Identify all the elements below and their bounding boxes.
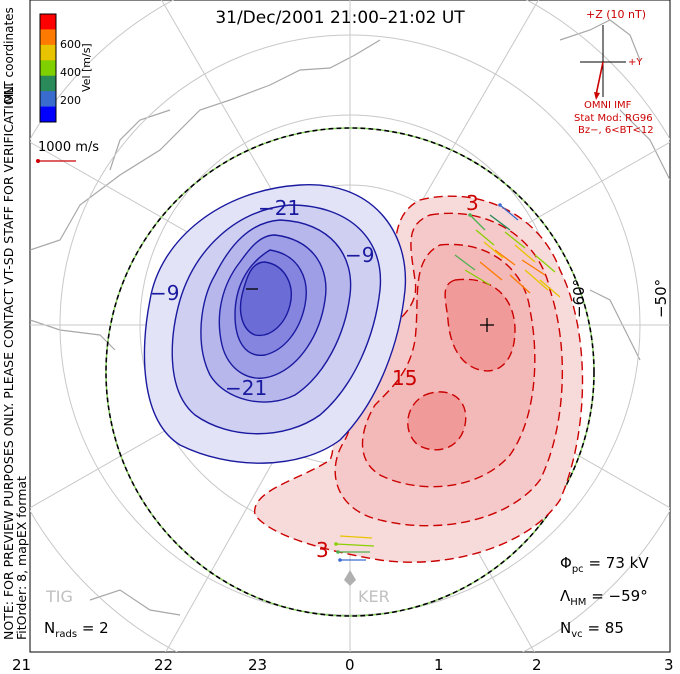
map-title: 31/Dec/2001 21:00–21:02 UT xyxy=(215,8,465,28)
colorbar-tick-400: 400 xyxy=(60,66,81,79)
lat-label-60: −60° xyxy=(570,278,588,318)
colorbar-frame xyxy=(39,13,57,123)
imf-scale-label: +Z (10 nT) xyxy=(586,8,647,21)
mlt-axis: 21 22 23 0 1 2 3 xyxy=(12,656,674,674)
positive-potential-cell xyxy=(254,195,584,563)
contour-label-pos-1: 15 xyxy=(392,366,417,390)
colorbar-swatch xyxy=(40,106,56,123)
velocity-vectors xyxy=(334,203,561,562)
hm-boundary xyxy=(105,127,595,617)
station-marker-ker xyxy=(344,570,356,586)
colorbar-tick-200: 200 xyxy=(60,94,81,107)
cross-polar-potential: Φpc = 73 kV xyxy=(560,554,649,575)
reference-vector-origin xyxy=(36,159,40,163)
colorbar-swatch xyxy=(40,75,56,92)
stat-model: Stat Mod: RG96 xyxy=(574,113,653,124)
imf-source: OMNI IMF xyxy=(584,100,632,111)
mlt-label-22: 22 xyxy=(154,656,173,674)
mlt-label-0: 0 xyxy=(345,656,355,674)
colorbar-swatch xyxy=(40,60,56,77)
n-vectors: Nvc = 85 xyxy=(560,619,624,640)
reference-vector-label: 1000 m/s xyxy=(38,140,100,155)
hm-boundary-vectors xyxy=(105,127,595,617)
contour-labels: −9 −21 −9 −21 15 3 3 xyxy=(150,191,479,562)
mlt-label-23: 23 xyxy=(248,656,267,674)
colorbar-swatch xyxy=(40,91,56,108)
mlt-label-1: 1 xyxy=(434,656,444,674)
colorbar-tick-600: 600 xyxy=(60,38,81,51)
velocity-colorbar xyxy=(40,14,56,123)
contour-label-pos-3: 3 xyxy=(316,538,329,562)
colorbar-swatch xyxy=(40,29,56,46)
colorbar-title: Vel [m/s] xyxy=(80,43,93,92)
imf-dial xyxy=(580,25,626,100)
contour-label-pos-2: 3 xyxy=(466,191,479,215)
mlt-label-3: 3 xyxy=(664,656,674,674)
fit-order: FitOrder: 8, mapEX format xyxy=(14,476,29,640)
hm-latitude: ΛHM = −59° xyxy=(560,587,648,608)
colorbar-swatch xyxy=(40,44,56,61)
mlt-label-2: 2 xyxy=(532,656,542,674)
mlt-label-21: 21 xyxy=(12,656,31,674)
contour-label-neg-1: −9 xyxy=(150,281,179,305)
lat-label-50: −50° xyxy=(652,278,670,318)
contour-label-neg-2: −21 xyxy=(258,196,300,220)
colorbar-swatch xyxy=(40,14,56,30)
n-rads: Nrads = 2 xyxy=(44,619,109,640)
stat-model-bin: Bz−, 6<BT<12 xyxy=(578,125,654,136)
station-label-ker: KER xyxy=(358,587,390,606)
contour-label-neg-3: −9 xyxy=(345,243,374,267)
station-label-tig: TIG xyxy=(46,587,73,606)
negative-potential-cell xyxy=(143,184,407,464)
contour-label-neg-4: −21 xyxy=(225,376,267,400)
imf-plus-y-label: +Y xyxy=(628,57,643,68)
